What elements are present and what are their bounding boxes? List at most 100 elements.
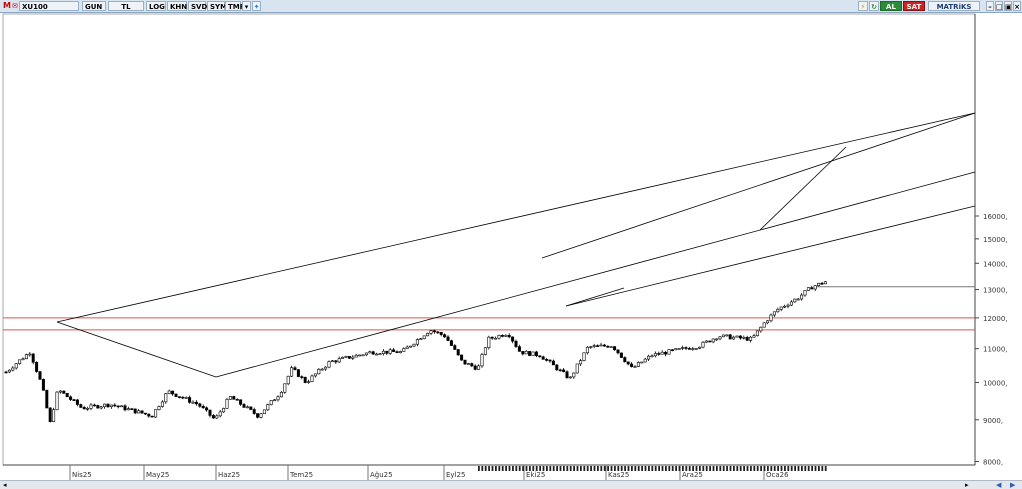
candle-body <box>823 281 827 285</box>
symbol-field[interactable]: XU100 <box>19 1 79 11</box>
price-chart[interactable]: 16000, 15000, 14000, 13000, 12000, 11000, 1000… <box>0 13 1022 489</box>
candle-body <box>562 369 566 373</box>
candle-body <box>188 397 192 403</box>
scrollbar-tick <box>617 466 620 471</box>
scrollbar-tick <box>495 466 497 471</box>
candle-body <box>531 351 535 356</box>
scroll-left-icon[interactable]: ◂ <box>3 481 7 489</box>
twitter-icon[interactable]: ✦ <box>252 1 261 11</box>
scrollbar-tick <box>821 466 824 471</box>
scroll-right-icon[interactable]: ▸ <box>965 481 969 489</box>
lightning-icon[interactable]: ⚡ <box>858 1 868 11</box>
log-button[interactable]: LOG <box>146 1 166 11</box>
nav-forward-icon[interactable]: ▶ <box>1010 481 1016 489</box>
candle-body <box>575 363 579 374</box>
plot-area[interactable] <box>2 13 976 466</box>
candle-body <box>232 396 236 400</box>
currency-button[interactable]: TL <box>108 1 144 11</box>
scrollbar-tick <box>651 466 654 471</box>
scrollbar-tick <box>542 466 545 471</box>
candle-body <box>769 314 773 322</box>
candle-body <box>800 294 804 300</box>
scrollbar-tick <box>529 466 531 471</box>
scrollbar-tick <box>780 466 783 471</box>
time-scrollbar[interactable] <box>478 466 827 471</box>
candle-body <box>201 406 205 409</box>
candle-body <box>521 351 525 355</box>
candle-body <box>494 337 498 340</box>
buy-button[interactable]: AL <box>880 1 902 11</box>
scrollbar-tick <box>705 466 708 471</box>
restore-icon[interactable]: □ <box>995 1 1003 11</box>
minimize-icon[interactable]: – <box>986 1 994 11</box>
refresh-icon[interactable]: ↻ <box>869 1 879 11</box>
scrollbar-tick <box>685 466 688 471</box>
price-axis-ticks: 16000, 15000, 14000, 13000, 12000, 11000, 1000… <box>975 213 1008 466</box>
scrollbar-tick <box>597 466 599 471</box>
candle-body <box>388 349 392 354</box>
candle-body <box>803 290 807 296</box>
scrollbar-tick <box>824 466 827 471</box>
candle-body <box>677 348 681 350</box>
nav-back-icon[interactable]: ◀ <box>996 481 1002 489</box>
candle-body <box>150 415 154 418</box>
candles <box>4 281 827 423</box>
scrollbar-tick <box>586 466 589 471</box>
candle-body <box>395 351 399 354</box>
candle-body <box>327 361 331 368</box>
scrollbar-tick <box>491 466 494 471</box>
scrollbar-tick <box>804 466 807 471</box>
candle-body <box>242 404 246 408</box>
candle-body <box>351 356 355 359</box>
time-tick-label: Ağu25 <box>370 471 393 479</box>
envelope-icon[interactable]: ✉ <box>12 2 18 10</box>
scrollbar-tick <box>716 466 718 471</box>
price-tick-label: 16000, <box>983 213 1008 221</box>
scrollbar-tick <box>733 466 735 471</box>
candle-body <box>347 356 351 359</box>
candle-body <box>38 371 42 380</box>
candle-body <box>283 383 287 393</box>
maximize-icon[interactable]: ▣ <box>1004 1 1012 11</box>
candle-body <box>113 404 117 407</box>
scrollbar-tick <box>648 466 650 471</box>
candle-body <box>813 285 817 290</box>
dropdown-arrow-icon[interactable]: ▾ <box>242 1 251 11</box>
candle-body <box>4 371 8 374</box>
sym-button[interactable]: SYM <box>207 1 227 11</box>
scrollbar-tick <box>580 466 582 471</box>
scrollbar-tick <box>811 466 813 471</box>
candle-body <box>783 305 787 308</box>
candle-body <box>398 351 402 354</box>
candle-body <box>126 408 130 411</box>
candle-body <box>776 308 780 313</box>
price-tick-label: 12000, <box>983 315 1008 323</box>
candle-body <box>334 360 338 363</box>
scrollbar-tick <box>654 466 657 471</box>
time-tick-label: Eki25 <box>526 471 545 479</box>
horizontal-levels <box>3 286 975 331</box>
tmp-button[interactable]: TMP <box>225 1 245 11</box>
candle-body <box>167 390 171 394</box>
candle-body <box>749 336 753 341</box>
candle-body <box>72 399 76 401</box>
scrollbar-tick <box>709 466 711 471</box>
scrollbar-tick <box>790 466 793 471</box>
sell-button[interactable]: SAT <box>903 1 925 11</box>
svd-button[interactable]: SVD <box>188 1 207 11</box>
scrollbar-tick <box>661 466 664 471</box>
candle-body <box>524 351 528 355</box>
candle-body <box>592 345 596 347</box>
scrollbar-tick <box>501 466 504 471</box>
candle-body <box>35 362 39 372</box>
close-icon[interactable]: × <box>1013 1 1021 11</box>
period-button[interactable]: GUN <box>82 1 106 11</box>
candle-body <box>473 365 477 370</box>
khn-button[interactable]: KHN <box>167 1 187 11</box>
scrollbar-tick <box>692 466 694 471</box>
scrollbar-tick <box>552 466 555 471</box>
candle-body <box>300 376 304 378</box>
candle-body <box>613 346 617 351</box>
candle-body <box>140 410 144 414</box>
scrollbar-tick <box>610 466 613 471</box>
